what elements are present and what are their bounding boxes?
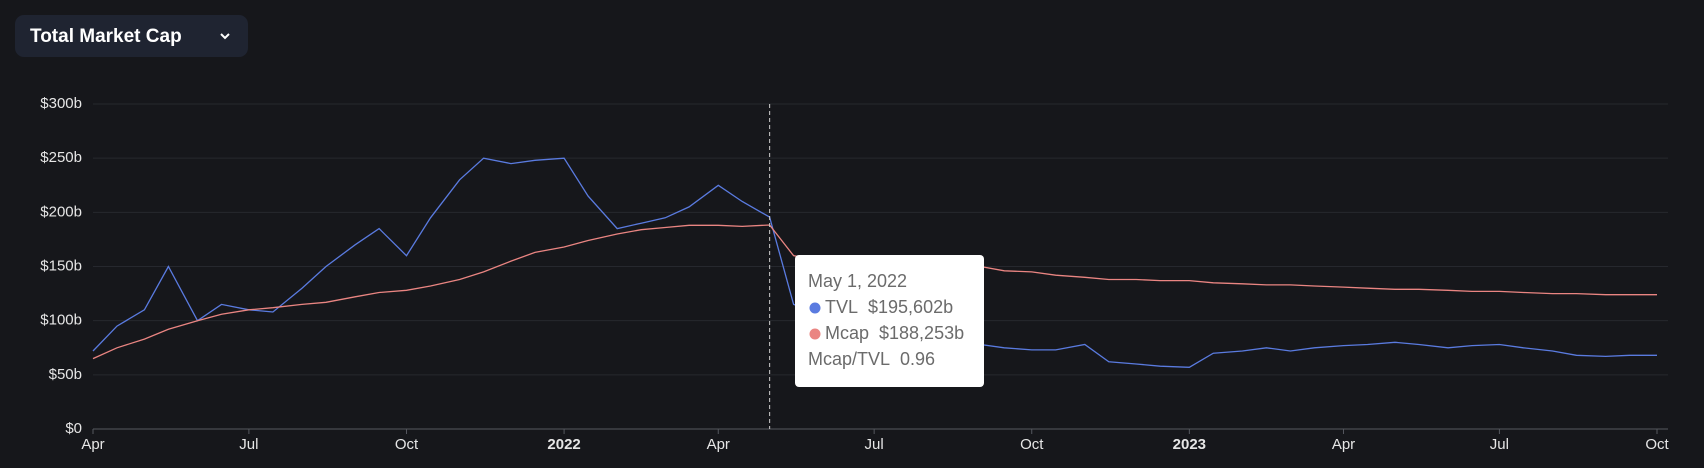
y-tick-label: $50b xyxy=(49,366,82,383)
y-tick-label: $250b xyxy=(40,149,82,166)
y-tick-label: $0 xyxy=(65,420,82,437)
tooltip-value: 0.96 xyxy=(900,349,935,369)
x-tick-label: Apr xyxy=(81,436,104,453)
tooltip: May 1, 2022 TVL $195,602b Mcap $188,253b Mcap… xyxy=(795,255,984,387)
tooltip-dot xyxy=(809,328,821,340)
y-tick-label: $300b xyxy=(40,95,82,112)
y-tick-label: $100b xyxy=(40,312,82,329)
x-tick-label: Jul xyxy=(1490,436,1509,453)
y-tick-label: $200b xyxy=(40,203,82,220)
tooltip-name: TVL xyxy=(825,297,858,317)
x-tick-label: Oct xyxy=(1645,436,1669,453)
metric-dropdown[interactable] xyxy=(15,15,248,57)
tooltip-box xyxy=(795,255,984,387)
x-tick-label: Oct xyxy=(395,436,419,453)
dropdown-label[interactable]: Total Market Cap xyxy=(30,26,182,47)
tooltip-value: $195,602b xyxy=(868,297,953,317)
x-tick-label: Jul xyxy=(239,436,258,453)
tooltip-name: Mcap xyxy=(825,323,869,343)
x-tick-label: Oct xyxy=(1020,436,1044,453)
tooltip-dot xyxy=(809,302,821,314)
x-tick-label: 2023 xyxy=(1173,436,1206,453)
x-tick-label: Apr xyxy=(707,436,730,453)
tooltip-value: $188,253b xyxy=(879,323,964,343)
y-tick-label: $150b xyxy=(40,257,82,274)
tooltip-date: May 1, 2022 xyxy=(808,271,907,291)
x-tick-label: Apr xyxy=(1332,436,1355,453)
tooltip-name: Mcap/TVL xyxy=(808,349,890,369)
x-tick-label: 2022 xyxy=(547,436,580,453)
dropdown-chevron[interactable] xyxy=(220,33,230,40)
x-tick-label: Jul xyxy=(865,436,884,453)
